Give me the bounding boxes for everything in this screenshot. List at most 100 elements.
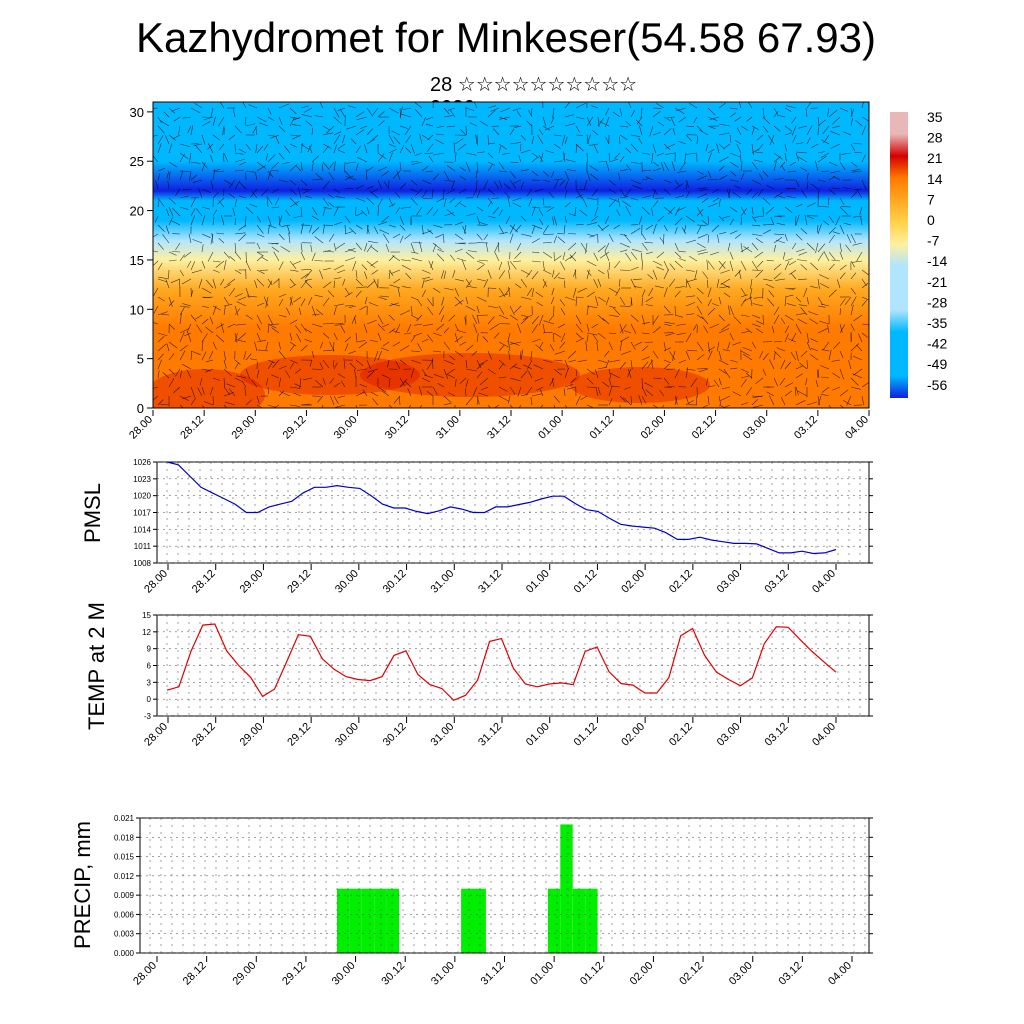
wind-barb xyxy=(583,179,588,190)
wind-barb xyxy=(718,260,726,269)
wind-barb xyxy=(234,377,243,382)
wind-barb xyxy=(421,179,431,185)
wind-barb xyxy=(345,161,357,164)
wind-barb xyxy=(651,152,654,164)
wind-barb xyxy=(832,231,841,235)
wind-barb xyxy=(267,359,275,364)
wind-barb xyxy=(670,116,676,127)
wind-barb xyxy=(619,395,627,403)
wind-barb xyxy=(410,251,419,254)
wind-barb xyxy=(392,341,401,347)
wind-barb xyxy=(520,143,522,152)
wind-barb xyxy=(821,303,830,307)
wind-barb xyxy=(192,179,203,183)
wind-barb xyxy=(718,368,727,374)
wind-barb xyxy=(751,224,761,227)
wind-barb xyxy=(740,172,745,181)
wind-barb xyxy=(322,143,332,149)
wind-barb xyxy=(861,323,869,326)
wind-barb xyxy=(817,368,820,378)
wind-barb xyxy=(538,155,544,163)
wind-barb xyxy=(795,203,803,208)
wind-barb xyxy=(780,397,786,406)
wind-barb xyxy=(630,224,639,226)
wind-barb xyxy=(492,206,500,215)
precip-bar xyxy=(374,888,387,953)
wind-barb xyxy=(528,109,533,118)
wind-barb xyxy=(322,161,330,170)
wind-barb xyxy=(399,183,407,190)
wind-barb xyxy=(443,327,450,334)
wind-barb xyxy=(531,315,540,325)
wind-barb xyxy=(513,260,522,262)
wind-barb xyxy=(557,233,566,235)
wind-barb xyxy=(467,250,478,253)
wind-barb xyxy=(801,190,808,199)
wind-barb xyxy=(647,274,654,280)
wind-barb xyxy=(604,242,610,252)
wind-barb xyxy=(289,404,301,407)
wind-barb xyxy=(201,116,213,118)
wind-barb xyxy=(190,125,194,136)
wind-barb xyxy=(707,202,718,208)
wind-barb xyxy=(701,220,709,226)
wind-barb xyxy=(652,188,659,196)
wind-barb xyxy=(564,215,567,224)
wind-barb xyxy=(279,391,291,397)
wind-barb xyxy=(498,146,502,154)
wind-barb xyxy=(427,134,434,141)
wind-barb xyxy=(854,151,863,154)
wind-barb xyxy=(366,370,375,379)
wind-barb xyxy=(364,144,368,154)
wind-barb xyxy=(286,225,291,235)
wind-barb xyxy=(707,298,712,307)
wind-barb xyxy=(751,242,759,251)
wind-barb xyxy=(784,333,789,343)
wind-barb xyxy=(800,350,808,358)
wind-barb xyxy=(399,345,410,352)
wind-barb xyxy=(333,395,339,404)
wind-barb xyxy=(267,107,272,115)
wind-barb xyxy=(641,206,650,215)
wind-barb xyxy=(300,242,303,253)
wind-barb xyxy=(553,305,555,316)
wind-barb xyxy=(498,232,508,235)
wind-barb xyxy=(275,197,280,206)
wind-barb xyxy=(476,362,485,370)
wind-barb xyxy=(382,341,390,347)
wind-barb xyxy=(354,369,357,379)
wind-barb xyxy=(619,233,627,237)
wind-barb xyxy=(755,237,764,244)
wind-barb xyxy=(333,332,338,341)
wind-barb xyxy=(799,362,808,370)
wind-barb xyxy=(619,169,628,172)
wind-barb xyxy=(157,199,160,208)
wind-barb xyxy=(161,314,170,316)
wind-barb xyxy=(830,170,841,174)
wind-barb xyxy=(380,347,390,352)
wind-barb xyxy=(179,153,185,163)
wind-barb xyxy=(669,263,676,271)
wind-barb xyxy=(805,377,808,386)
wind-barb xyxy=(271,188,280,194)
wind-barb xyxy=(355,286,367,289)
wind-barb xyxy=(788,338,797,343)
wind-barb xyxy=(659,237,665,244)
wind-barb xyxy=(712,197,720,203)
wind-barb xyxy=(245,143,251,151)
wind-barb xyxy=(608,377,612,386)
wind-barb xyxy=(593,144,599,154)
wind-barb xyxy=(586,260,597,267)
wind-barb xyxy=(433,152,445,156)
wind-barb xyxy=(487,161,496,166)
wind-barb xyxy=(806,401,818,406)
wind-barb xyxy=(300,269,312,271)
wind-barb xyxy=(542,359,553,363)
wind-barb xyxy=(674,179,680,187)
wind-barb xyxy=(509,161,519,163)
wind-barb xyxy=(811,143,819,148)
wind-barb xyxy=(641,361,649,370)
wind-barb xyxy=(756,260,764,268)
wind-barb xyxy=(514,251,522,259)
wind-barb xyxy=(827,107,830,117)
